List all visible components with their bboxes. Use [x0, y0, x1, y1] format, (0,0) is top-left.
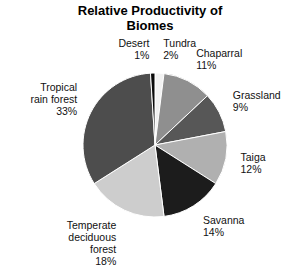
slice	[150, 73, 155, 145]
slice	[155, 145, 216, 216]
text-line: Taiga	[241, 151, 266, 163]
text-line: Grassland	[233, 89, 281, 101]
category-label: Taiga	[241, 151, 266, 163]
chart: Relative Productivity ofBiomesTundra2%Ch…	[0, 0, 300, 274]
data-label: 14%	[203, 226, 224, 238]
category-label: Tundra	[163, 37, 196, 49]
data-label: 11%	[196, 59, 216, 71]
text-line: Savanna	[203, 214, 245, 226]
text-line: forest	[90, 243, 116, 255]
title: Relative Productivity ofBiomes	[78, 3, 223, 33]
text-line: rain forest	[30, 93, 77, 105]
data-label: 2%	[163, 49, 178, 61]
slice-label: Desert1%	[118, 37, 149, 61]
data-label: 33%	[56, 105, 77, 117]
text-line: Tundra	[163, 37, 196, 49]
text-line: Tropical	[40, 81, 77, 93]
pie	[83, 73, 227, 217]
text-line: Chaparral	[196, 47, 242, 59]
category-label: Chaparral	[196, 47, 242, 59]
slice-label: Taiga12%	[241, 151, 266, 175]
slice-label: Savanna14%	[203, 214, 245, 238]
category-label: Tropicalrain forest	[30, 81, 77, 105]
data-label: 12%	[241, 163, 262, 175]
category-label: Desert	[118, 37, 149, 49]
slice-label: Chaparral11%	[196, 47, 242, 71]
category-label: Savanna	[203, 214, 245, 226]
slice-label: Grassland9%	[233, 89, 281, 113]
text-line: Desert	[118, 37, 149, 49]
data-label: 18%	[95, 255, 116, 267]
labels: Tundra2%Chaparral11%Grassland9%Taiga12%S…	[30, 37, 280, 267]
category-label: Temperatedeciduousforest	[67, 219, 117, 255]
slice-label: Temperatedeciduousforest18%	[67, 219, 117, 267]
text-line: Temperate	[67, 219, 117, 231]
category-label: Grassland	[233, 89, 281, 101]
data-label: 9%	[233, 101, 248, 113]
text-line: Relative Productivity of	[78, 3, 223, 18]
text-line: Biomes	[127, 18, 174, 33]
data-label: 1%	[134, 49, 149, 61]
text-line: deciduous	[68, 231, 116, 243]
slice-label: Tundra2%	[163, 37, 196, 61]
slice	[83, 73, 155, 183]
slice-label: Tropicalrain forest33%	[30, 81, 77, 117]
